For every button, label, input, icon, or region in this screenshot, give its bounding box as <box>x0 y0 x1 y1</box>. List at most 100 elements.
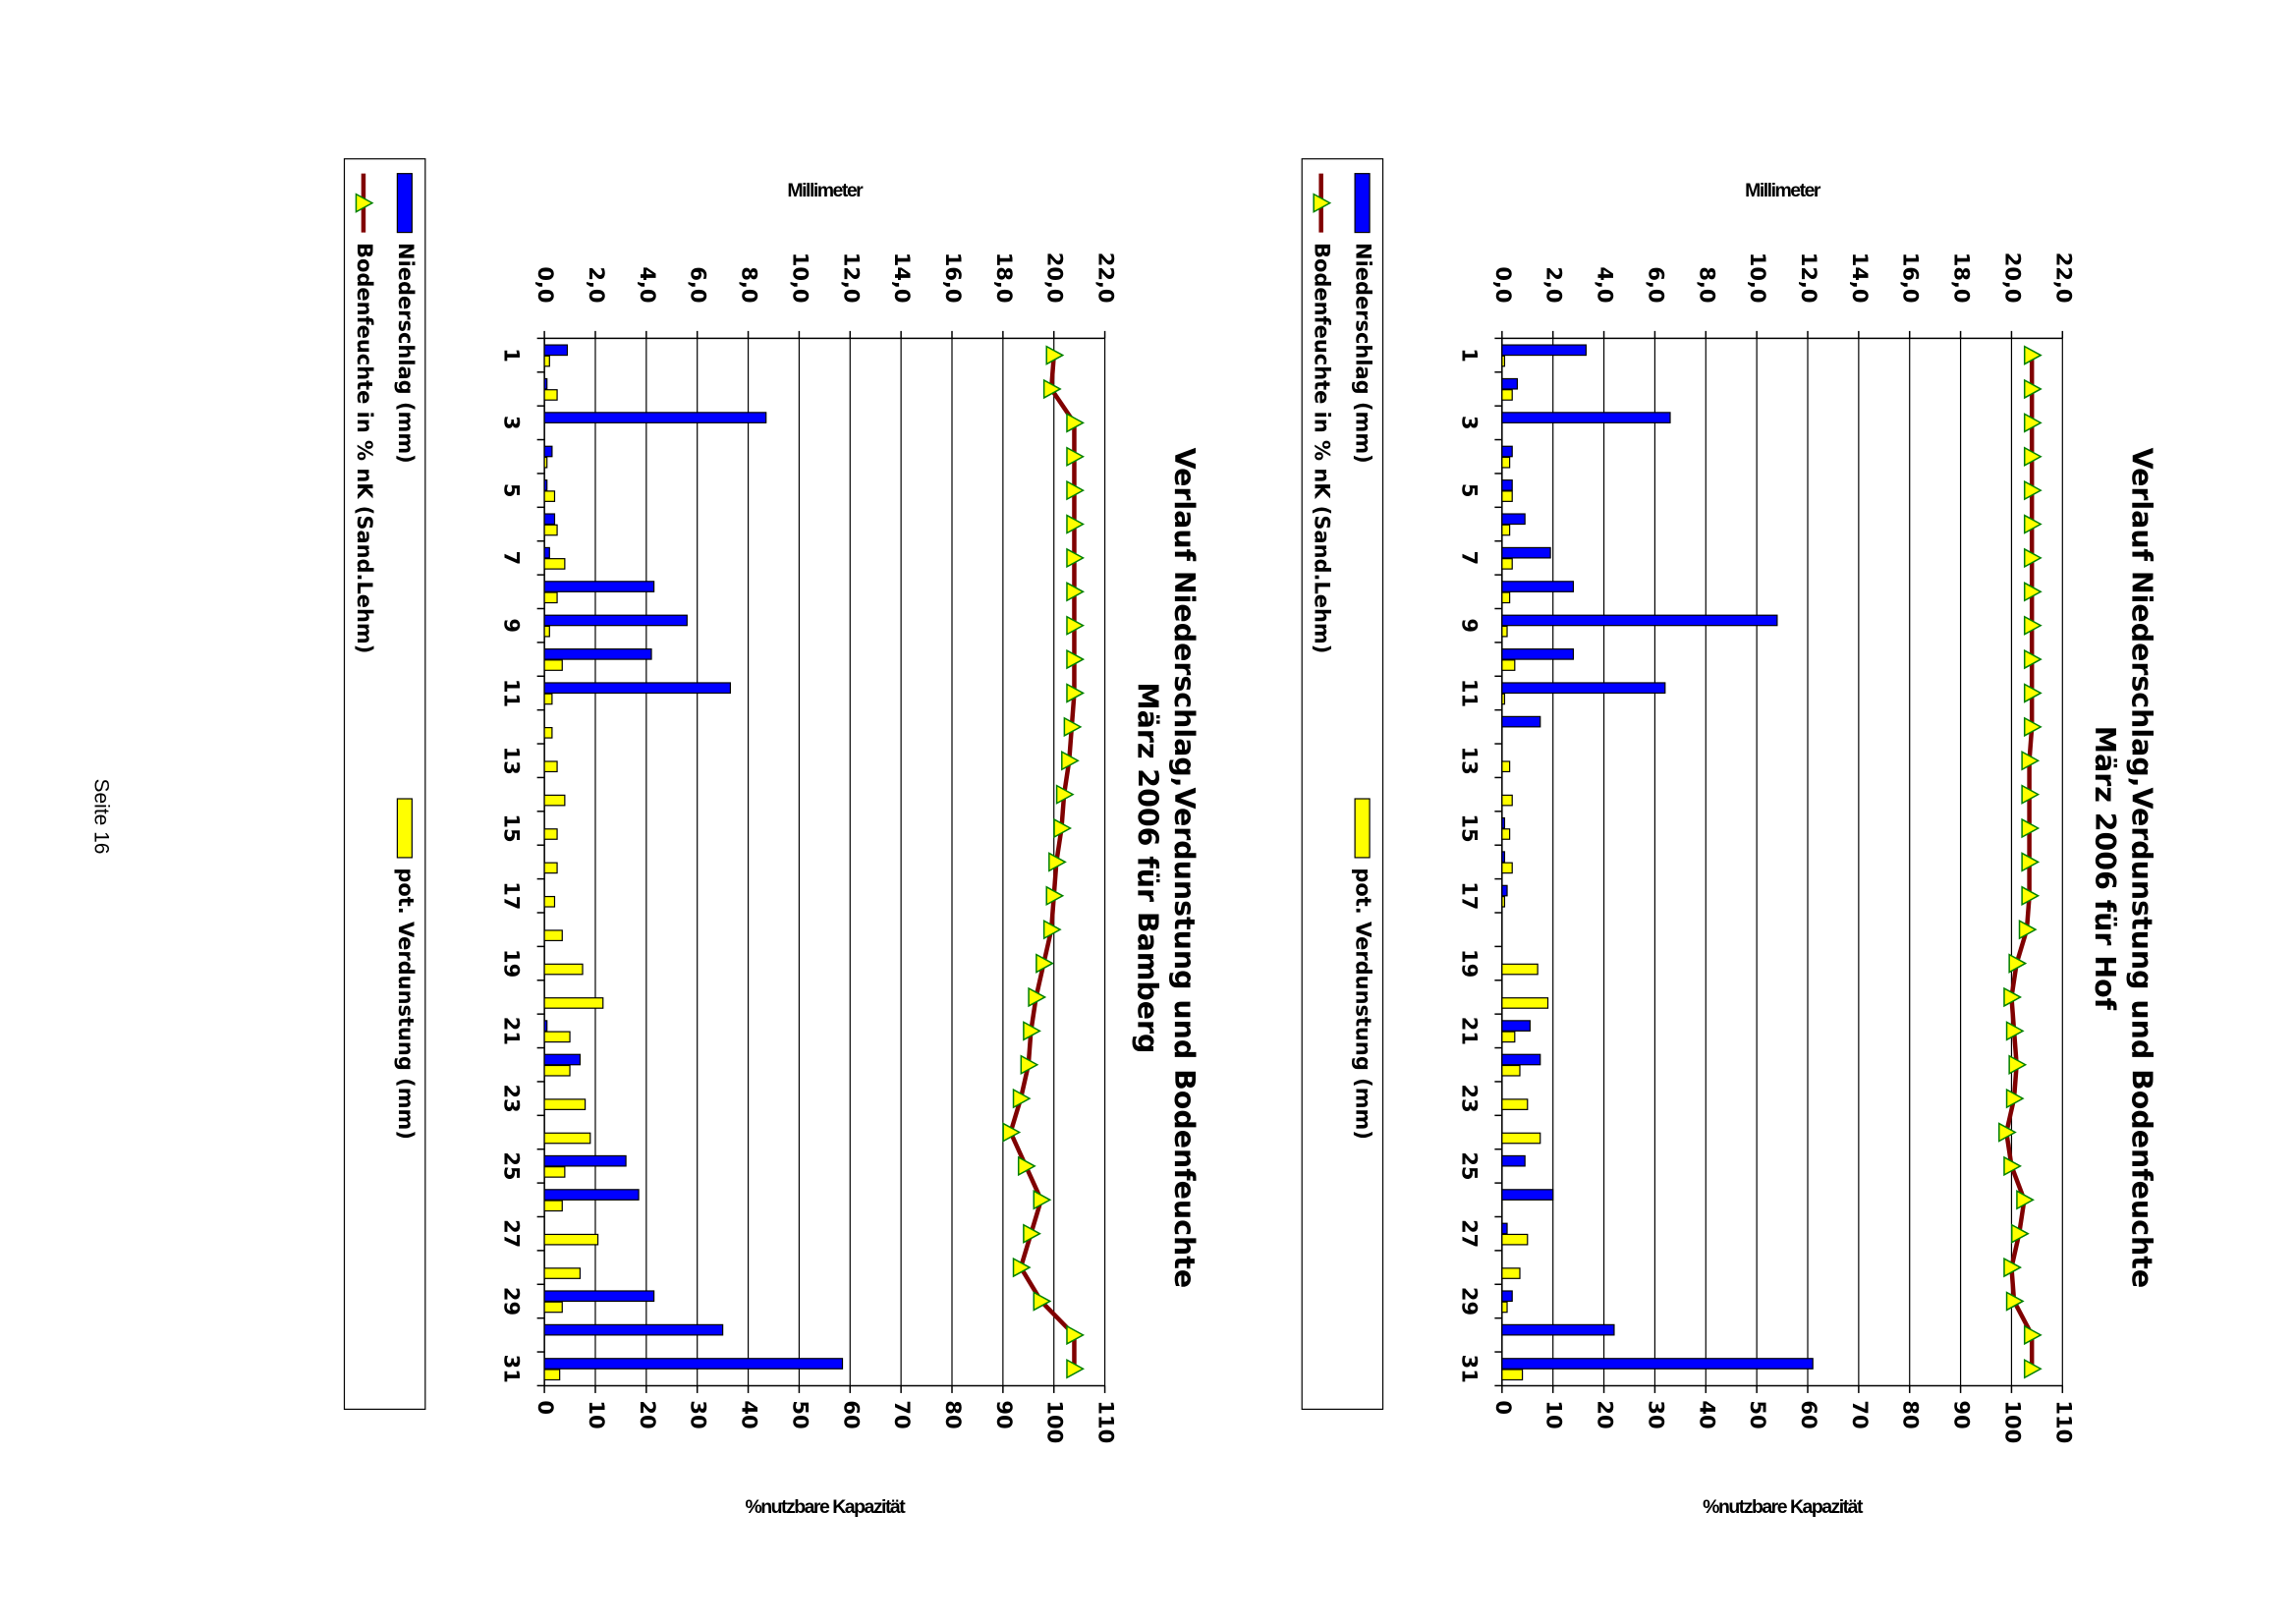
legend-label: Niederschlag (mm) <box>1352 243 1375 464</box>
line-marker <box>1042 378 1062 400</box>
x-tick-label: 15 <box>1457 813 1481 842</box>
bar <box>543 344 569 357</box>
bar <box>543 1301 563 1314</box>
line-marker <box>1023 1223 1041 1244</box>
y-tick-label: 4,0 <box>1594 266 1617 303</box>
bar <box>543 513 556 526</box>
legend-box <box>343 158 426 1410</box>
y2-tick-label: 100 <box>1043 1400 1067 1443</box>
x-tick-label: 29 <box>1457 1287 1481 1316</box>
x-tick-label: 13 <box>500 747 524 775</box>
bar <box>1501 389 1513 401</box>
y2-axis-title: %nutzbare Kapazität <box>745 1496 906 1518</box>
chart-title: Verlauf Niederschlag,Verdunstung und Bod… <box>1168 448 1201 1288</box>
line-marker <box>1066 683 1086 703</box>
legend-label: Bodenfeuchte in % nK (Sand.Lehm) <box>353 243 376 653</box>
bar <box>543 1369 561 1381</box>
bar <box>1501 479 1513 491</box>
x-tick-label: 23 <box>1457 1085 1481 1113</box>
y2-tick-label: 10 <box>1542 1400 1566 1428</box>
line-marker <box>2023 582 2043 602</box>
bar <box>1501 1358 1814 1370</box>
legend-swatch <box>396 173 413 234</box>
line-marker <box>1033 1291 1052 1312</box>
legend-marker <box>355 193 374 213</box>
bar <box>1501 581 1575 592</box>
bar <box>543 1200 563 1212</box>
bar <box>543 377 548 390</box>
line-marker <box>1012 1088 1032 1109</box>
bar <box>543 389 558 401</box>
line-marker <box>1045 345 1065 365</box>
bar <box>543 1267 582 1279</box>
y-tick-label: 22,0 <box>2051 252 2075 304</box>
bar <box>1501 1301 1508 1314</box>
x-tick-label: 9 <box>500 618 524 633</box>
bar <box>1501 344 1588 357</box>
bar <box>1501 851 1506 864</box>
line-marker <box>2021 885 2041 907</box>
line-marker <box>1036 953 1054 974</box>
bar <box>1501 647 1575 660</box>
bar <box>543 355 550 367</box>
y-axis-title: Millimeter <box>787 180 864 201</box>
x-tick-label: 29 <box>500 1287 524 1316</box>
line-marker <box>1048 852 1067 872</box>
bar <box>543 614 688 627</box>
y-tick-label: 12,0 <box>1797 252 1820 304</box>
x-tick-label: 21 <box>500 1017 524 1045</box>
x-tick-label: 23 <box>500 1085 524 1113</box>
line-marker <box>1066 1359 1086 1379</box>
x-tick-label: 5 <box>500 483 524 498</box>
bar <box>1501 1053 1541 1066</box>
line-marker <box>2023 716 2043 738</box>
bar <box>543 727 553 739</box>
bar <box>1501 1098 1529 1110</box>
line-marker <box>2023 547 2043 569</box>
y-tick-label: 4,0 <box>636 266 659 303</box>
y2-tick-label: 20 <box>1594 1400 1617 1428</box>
x-tick-label: 31 <box>1457 1355 1481 1383</box>
rotated-page: Seite 16 Verlauf Niederschlag,Verdunstun… <box>89 158 2158 1518</box>
y2-tick-label: 0 <box>1491 1400 1515 1415</box>
bar <box>1501 963 1539 976</box>
legend-label: pot. Verdunstung (mm) <box>394 868 418 1140</box>
y2-tick-label: 90 <box>1950 1400 1974 1428</box>
bar <box>1501 377 1519 390</box>
line-marker <box>2023 479 2043 501</box>
bar <box>543 546 550 559</box>
line-marker <box>2005 1021 2025 1041</box>
line-marker <box>1066 446 1086 467</box>
x-tick-label: 27 <box>1457 1219 1481 1248</box>
bar <box>1501 1233 1529 1246</box>
line-marker <box>2023 1359 2043 1379</box>
bar <box>1501 490 1513 502</box>
bar <box>1501 828 1511 840</box>
y-tick-label: 6,0 <box>687 266 710 303</box>
bar <box>1501 625 1508 638</box>
bar <box>1501 862 1513 874</box>
y2-tick-label: 100 <box>2000 1400 2024 1443</box>
bar <box>1501 659 1516 671</box>
bar <box>1501 715 1541 728</box>
bar <box>1501 895 1506 908</box>
y2-tick-label: 80 <box>941 1400 965 1428</box>
bar <box>543 862 558 874</box>
bar <box>543 929 563 942</box>
bar <box>543 1031 571 1043</box>
bar <box>1501 997 1549 1009</box>
y2-tick-label: 30 <box>687 1400 710 1428</box>
line-marker <box>1066 615 1086 636</box>
bar <box>1501 1154 1526 1167</box>
line-marker <box>2023 514 2043 534</box>
bar <box>1501 816 1506 829</box>
y2-tick-label: 0 <box>533 1400 557 1415</box>
legend-label: Bodenfeuchte in % nK (Sand.Lehm) <box>1311 243 1334 653</box>
y2-tick-label: 70 <box>1848 1400 1872 1428</box>
bar <box>543 456 548 469</box>
x-tick-label: 13 <box>1457 747 1481 775</box>
line-marker <box>2021 852 2041 872</box>
y-tick-label: 16,0 <box>1899 252 1923 304</box>
line-marker <box>2023 446 2043 467</box>
line-marker <box>1028 986 1047 1008</box>
